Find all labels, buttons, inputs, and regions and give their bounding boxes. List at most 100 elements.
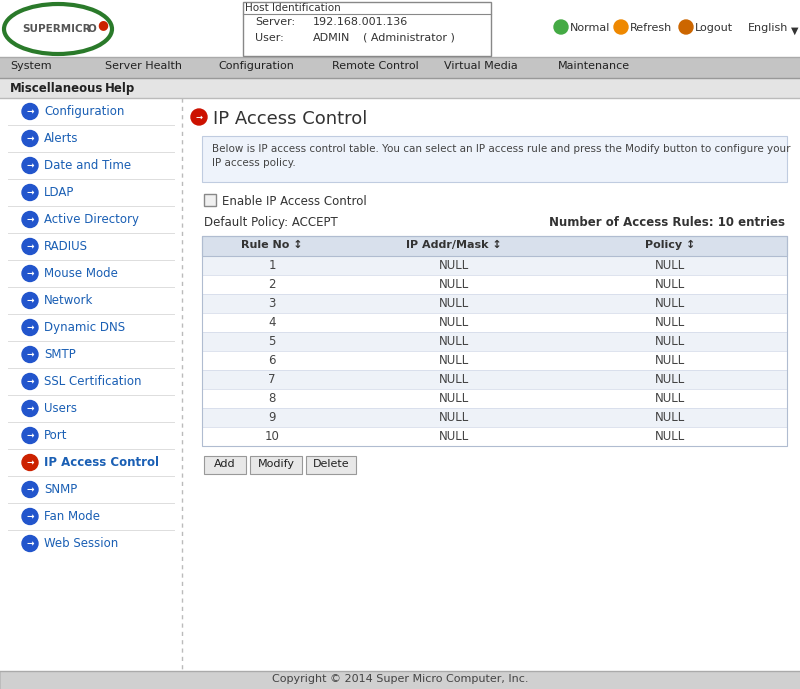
Circle shape (22, 320, 38, 336)
Text: Configuration: Configuration (44, 105, 124, 118)
Text: NULL: NULL (438, 259, 469, 272)
Text: Server:: Server: (255, 17, 295, 27)
Text: Copyright © 2014 Super Micro Computer, Inc.: Copyright © 2014 Super Micro Computer, I… (272, 674, 528, 684)
Circle shape (22, 427, 38, 444)
Text: NULL: NULL (655, 392, 685, 405)
Text: →: → (26, 458, 34, 467)
Text: NULL: NULL (438, 297, 469, 310)
Text: Below is IP access control table. You can select an IP access rule and press the: Below is IP access control table. You ca… (212, 144, 790, 154)
Circle shape (22, 265, 38, 282)
Bar (0, 671, 800, 689)
Text: ( Administrator ): ( Administrator ) (363, 33, 455, 43)
Bar (202, 275, 787, 294)
Text: NULL: NULL (438, 316, 469, 329)
Text: 5: 5 (269, 335, 276, 348)
Circle shape (191, 109, 207, 125)
Text: Add: Add (214, 459, 236, 469)
Text: Network: Network (44, 294, 94, 307)
Circle shape (22, 455, 38, 471)
Text: Users: Users (44, 402, 77, 415)
Text: Help: Help (105, 82, 135, 95)
Text: 4: 4 (269, 316, 276, 329)
Circle shape (22, 482, 38, 497)
Circle shape (554, 20, 568, 34)
Text: ●: ● (97, 18, 108, 31)
Text: NULL: NULL (655, 335, 685, 348)
Circle shape (22, 158, 38, 174)
Text: 1: 1 (269, 259, 276, 272)
Ellipse shape (16, 10, 104, 48)
Text: →: → (26, 512, 34, 521)
Text: NULL: NULL (438, 354, 469, 367)
Text: Rule No ↕: Rule No ↕ (242, 240, 303, 250)
Text: NULL: NULL (655, 316, 685, 329)
Text: Configuration: Configuration (218, 61, 294, 71)
Text: SSL Certification: SSL Certification (44, 375, 142, 388)
Text: NULL: NULL (655, 259, 685, 272)
Text: Enable IP Access Control: Enable IP Access Control (222, 195, 366, 208)
Text: ADMIN: ADMIN (313, 33, 350, 43)
Text: Refresh: Refresh (630, 23, 672, 33)
Text: →: → (26, 242, 34, 251)
Text: Port: Port (44, 429, 67, 442)
Text: NULL: NULL (438, 411, 469, 424)
Text: NULL: NULL (438, 373, 469, 386)
Text: 3: 3 (269, 297, 276, 310)
Text: 7: 7 (269, 373, 276, 386)
Text: 192.168.001.136: 192.168.001.136 (313, 17, 408, 27)
Text: User:: User: (255, 33, 284, 43)
Text: 8: 8 (269, 392, 276, 405)
Bar (202, 236, 787, 256)
Text: Active Directory: Active Directory (44, 213, 139, 226)
Circle shape (614, 20, 628, 34)
Text: IP Access Control: IP Access Control (213, 110, 367, 128)
Bar (250, 456, 302, 474)
Text: →: → (26, 188, 34, 197)
Text: Miscellaneous: Miscellaneous (10, 82, 103, 95)
Text: Date and Time: Date and Time (44, 159, 131, 172)
Text: →: → (26, 323, 34, 332)
Text: Alerts: Alerts (44, 132, 78, 145)
Text: 9: 9 (269, 411, 276, 424)
Circle shape (22, 185, 38, 200)
Text: Virtual Media: Virtual Media (444, 61, 518, 71)
Text: NULL: NULL (438, 392, 469, 405)
Text: RADIUS: RADIUS (44, 240, 88, 253)
Bar (204, 194, 216, 206)
Bar (306, 456, 356, 474)
Bar (202, 332, 787, 351)
Bar (202, 136, 787, 182)
Bar (202, 236, 787, 446)
Text: NULL: NULL (655, 373, 685, 386)
Text: Fan Mode: Fan Mode (44, 510, 100, 523)
Circle shape (22, 535, 38, 551)
Text: NULL: NULL (655, 297, 685, 310)
Bar (202, 256, 787, 275)
Text: Delete: Delete (313, 459, 350, 469)
Text: IP Addr/Mask ↕: IP Addr/Mask ↕ (406, 240, 502, 250)
Text: →: → (26, 215, 34, 224)
Circle shape (679, 20, 693, 34)
Text: Maintenance: Maintenance (558, 61, 630, 71)
Bar (202, 389, 787, 408)
Text: SUPERMICR: SUPERMICR (22, 24, 90, 34)
Text: →: → (26, 539, 34, 548)
Bar (0, 98, 182, 689)
Text: Dynamic DNS: Dynamic DNS (44, 321, 125, 334)
Circle shape (22, 130, 38, 147)
Text: →: → (26, 377, 34, 386)
Text: NULL: NULL (438, 430, 469, 443)
Text: Normal: Normal (570, 23, 610, 33)
Text: 10: 10 (265, 430, 280, 443)
Bar (202, 351, 787, 370)
Circle shape (22, 293, 38, 309)
Bar (243, 2, 491, 56)
Text: English: English (748, 23, 788, 33)
Text: →: → (26, 107, 34, 116)
Text: →: → (26, 404, 34, 413)
Circle shape (22, 212, 38, 227)
Bar (202, 427, 787, 446)
Circle shape (22, 400, 38, 416)
Circle shape (22, 103, 38, 119)
Text: NULL: NULL (655, 411, 685, 424)
